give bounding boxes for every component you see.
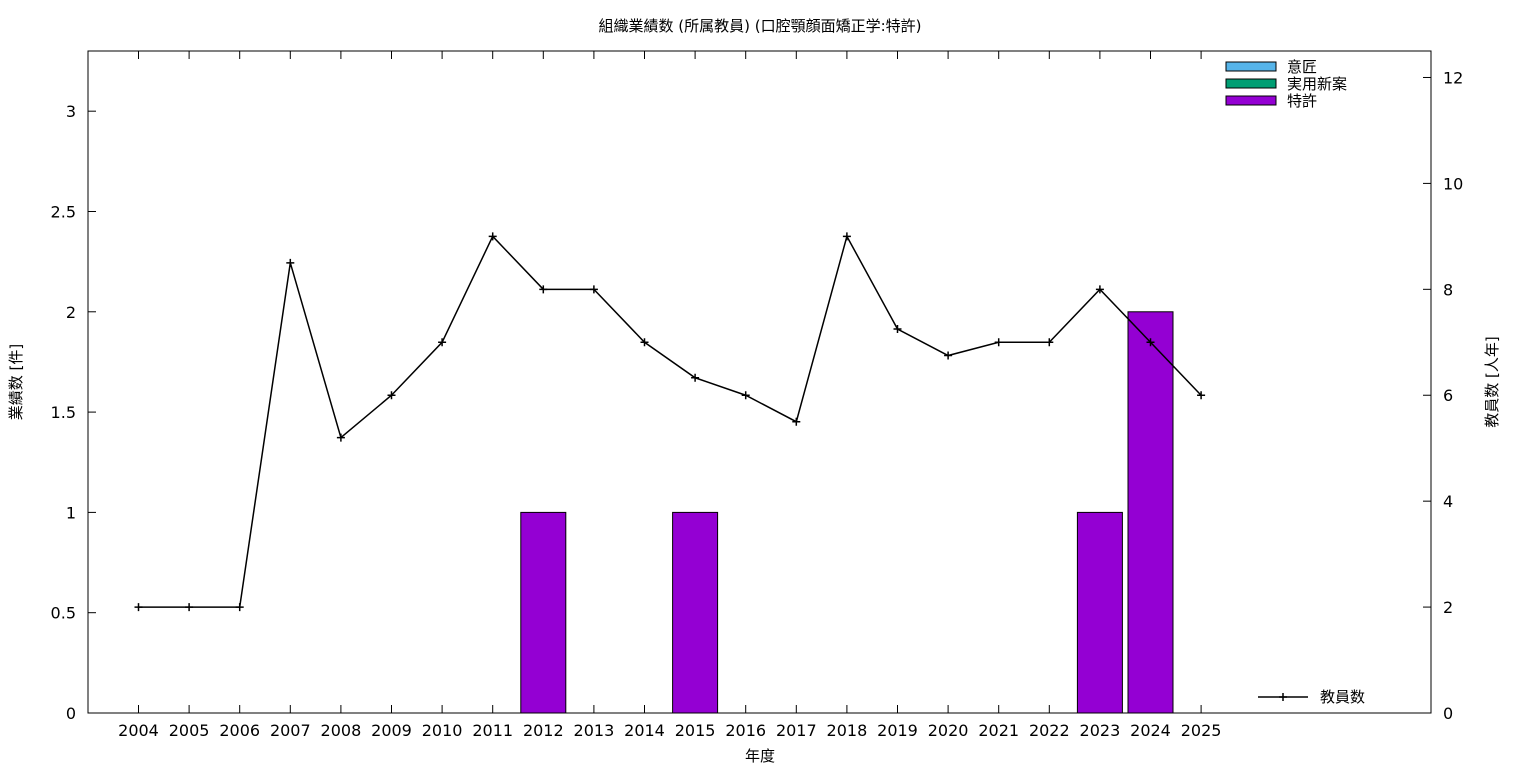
y-tick-label: 2 [66,303,76,322]
x-tick-label: 2007 [270,721,311,740]
line-point [235,603,244,612]
line-point [1045,338,1054,347]
legend-swatch [1225,78,1277,89]
line-point [589,285,598,294]
line-point [539,285,548,294]
y2-tick-label: 2 [1443,598,1453,617]
y-tick-label: 1 [66,503,76,522]
y2-tick-label: 8 [1443,280,1453,299]
bar [1127,311,1174,714]
x-tick-label: 2005 [169,721,210,740]
legend-label: 実用新案 [1287,75,1347,93]
line-point [893,325,902,334]
legend-label: 特許 [1287,92,1317,110]
x-tick-label: 2010 [422,721,463,740]
legend-marker [1279,693,1287,701]
x-tick-label: 2020 [928,721,969,740]
x-tick-label: 2018 [827,721,868,740]
legend-label: 意匠 [1287,58,1317,76]
x-tick-label: 2024 [1130,721,1171,740]
y-tick-label: 3 [66,102,76,121]
bar [1076,511,1123,714]
line-point [286,258,295,267]
chart-title: 組織業績数 (所属教員) (口腔顎顔面矯正学:特許) [598,17,921,35]
x-tick-label: 2017 [776,721,817,740]
line-point [842,232,851,241]
line-point [1095,285,1104,294]
legend-label: 教員数 [1320,688,1365,706]
y-tick-label: 0 [66,704,76,723]
line-point [1146,338,1155,347]
line-point [640,338,649,347]
x-tick-label: 2022 [1029,721,1070,740]
bar [520,511,567,714]
x-tick-label: 2023 [1080,721,1121,740]
y-tick-label: 0.5 [51,604,76,623]
x-axis-label: 年度 [745,747,775,765]
line-point [691,373,700,382]
x-tick-label: 2016 [725,721,766,740]
x-tick-label: 2013 [574,721,615,740]
x-tick-label: 2021 [978,721,1019,740]
line-point [134,603,143,612]
line-point [185,603,194,612]
x-tick-label: 2019 [877,721,918,740]
line-point [944,351,953,360]
x-tick-label: 2015 [675,721,716,740]
line-point [438,338,447,347]
line-point [792,417,801,426]
legend-swatch [1225,61,1277,72]
x-tick-label: 2014 [624,721,665,740]
x-tick-label: 2011 [472,721,513,740]
line-point [741,391,750,400]
line-point [336,433,345,442]
y-tick-label: 1.5 [51,403,76,422]
plot-area: 0 0.5 1 1.5 2 2.5 3 0 2 4 6 8 10 12 2004 2005 2006 2007 20… [51,50,1463,740]
plot-frame [87,50,1432,714]
line-point [1197,391,1206,400]
line-point [994,338,1003,347]
y2-tick-label: 0 [1443,704,1453,723]
bar [672,511,719,714]
x-tick-label: 2008 [321,721,362,740]
legend-swatch [1225,95,1277,106]
x-tick-label: 2012 [523,721,564,740]
line-point [488,232,497,241]
y2-tick-label: 10 [1443,174,1463,193]
x-tick-label: 2009 [371,721,412,740]
y2-tick-label: 12 [1443,68,1463,87]
x-tick-label: 2006 [219,721,260,740]
y-axis-label: 業績数 [件] [7,344,25,420]
x-tick-label: 2004 [118,721,159,740]
line-point [387,391,396,400]
y2-tick-label: 6 [1443,386,1453,405]
faculty-line [138,234,1202,608]
y-tick-label: 2.5 [51,202,76,221]
x-tick-label: 2025 [1181,721,1222,740]
y2-tick-label: 4 [1443,492,1453,511]
y2-axis-label: 教員数 [人年] [1483,336,1501,427]
